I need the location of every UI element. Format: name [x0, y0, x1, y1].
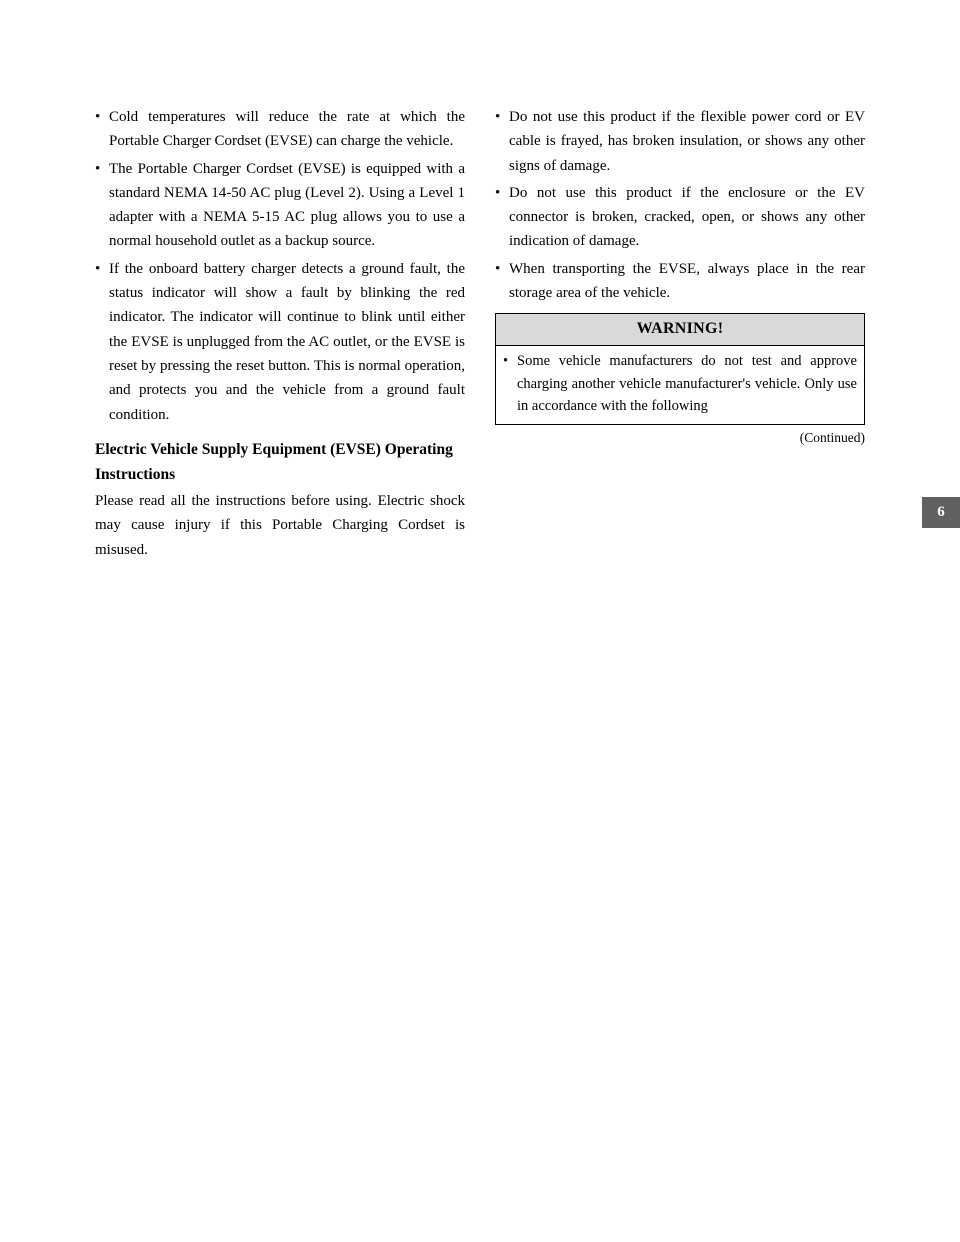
warning-header: WARNING!: [496, 314, 864, 346]
continued-label: (Continued): [800, 430, 865, 445]
left-bullet-list: Cold temperatures will reduce the rate a…: [95, 105, 465, 427]
warning-bullet: Some vehicle manufacturers do not test a…: [503, 350, 857, 417]
list-item: Do not use this product if the flexible …: [495, 105, 865, 178]
list-item: Do not use this product if the enclosure…: [495, 181, 865, 254]
tab-number: 6: [937, 504, 945, 521]
list-item: If the onboard battery charger detects a…: [95, 257, 465, 427]
document-page: 6 Cold temperatures will reduce the rate…: [0, 0, 960, 1242]
list-item: Cold temperatures will reduce the rate a…: [95, 105, 465, 154]
content-area: Cold temperatures will reduce the rate a…: [95, 105, 865, 1182]
right-column: Do not use this product if the flexible …: [495, 105, 865, 562]
list-item: When transporting the EVSE, always place…: [495, 257, 865, 306]
section-heading: Electric Vehicle Supply Equipment (EVSE)…: [95, 437, 465, 487]
warning-box: WARNING! Some vehicle manufacturers do n…: [495, 313, 865, 424]
left-column: Cold temperatures will reduce the rate a…: [95, 105, 465, 562]
list-item: The Portable Charger Cordset (EVSE) is e…: [95, 157, 465, 254]
intro-paragraph: Please read all the instructions before …: [95, 489, 465, 562]
right-bullet-list: Do not use this product if the flexible …: [495, 105, 865, 305]
warning-body: Some vehicle manufacturers do not test a…: [496, 346, 864, 423]
two-column-layout: Cold temperatures will reduce the rate a…: [95, 105, 865, 562]
section-tab: 6: [922, 497, 960, 528]
